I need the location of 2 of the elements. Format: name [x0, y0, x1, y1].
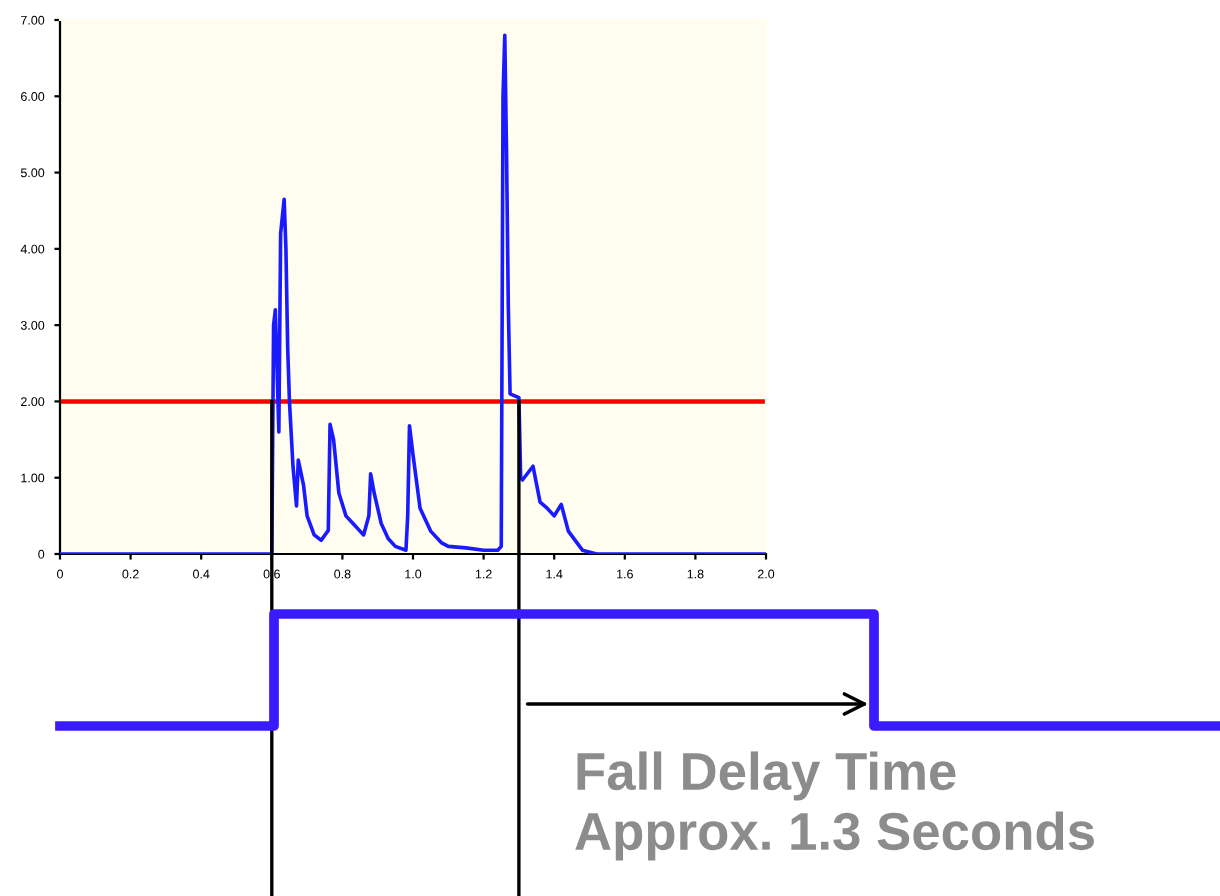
- text: Approx. 1.3 Seconds: [575, 811, 1094, 861]
- text: Fall Delay Time: [577, 751, 956, 801]
